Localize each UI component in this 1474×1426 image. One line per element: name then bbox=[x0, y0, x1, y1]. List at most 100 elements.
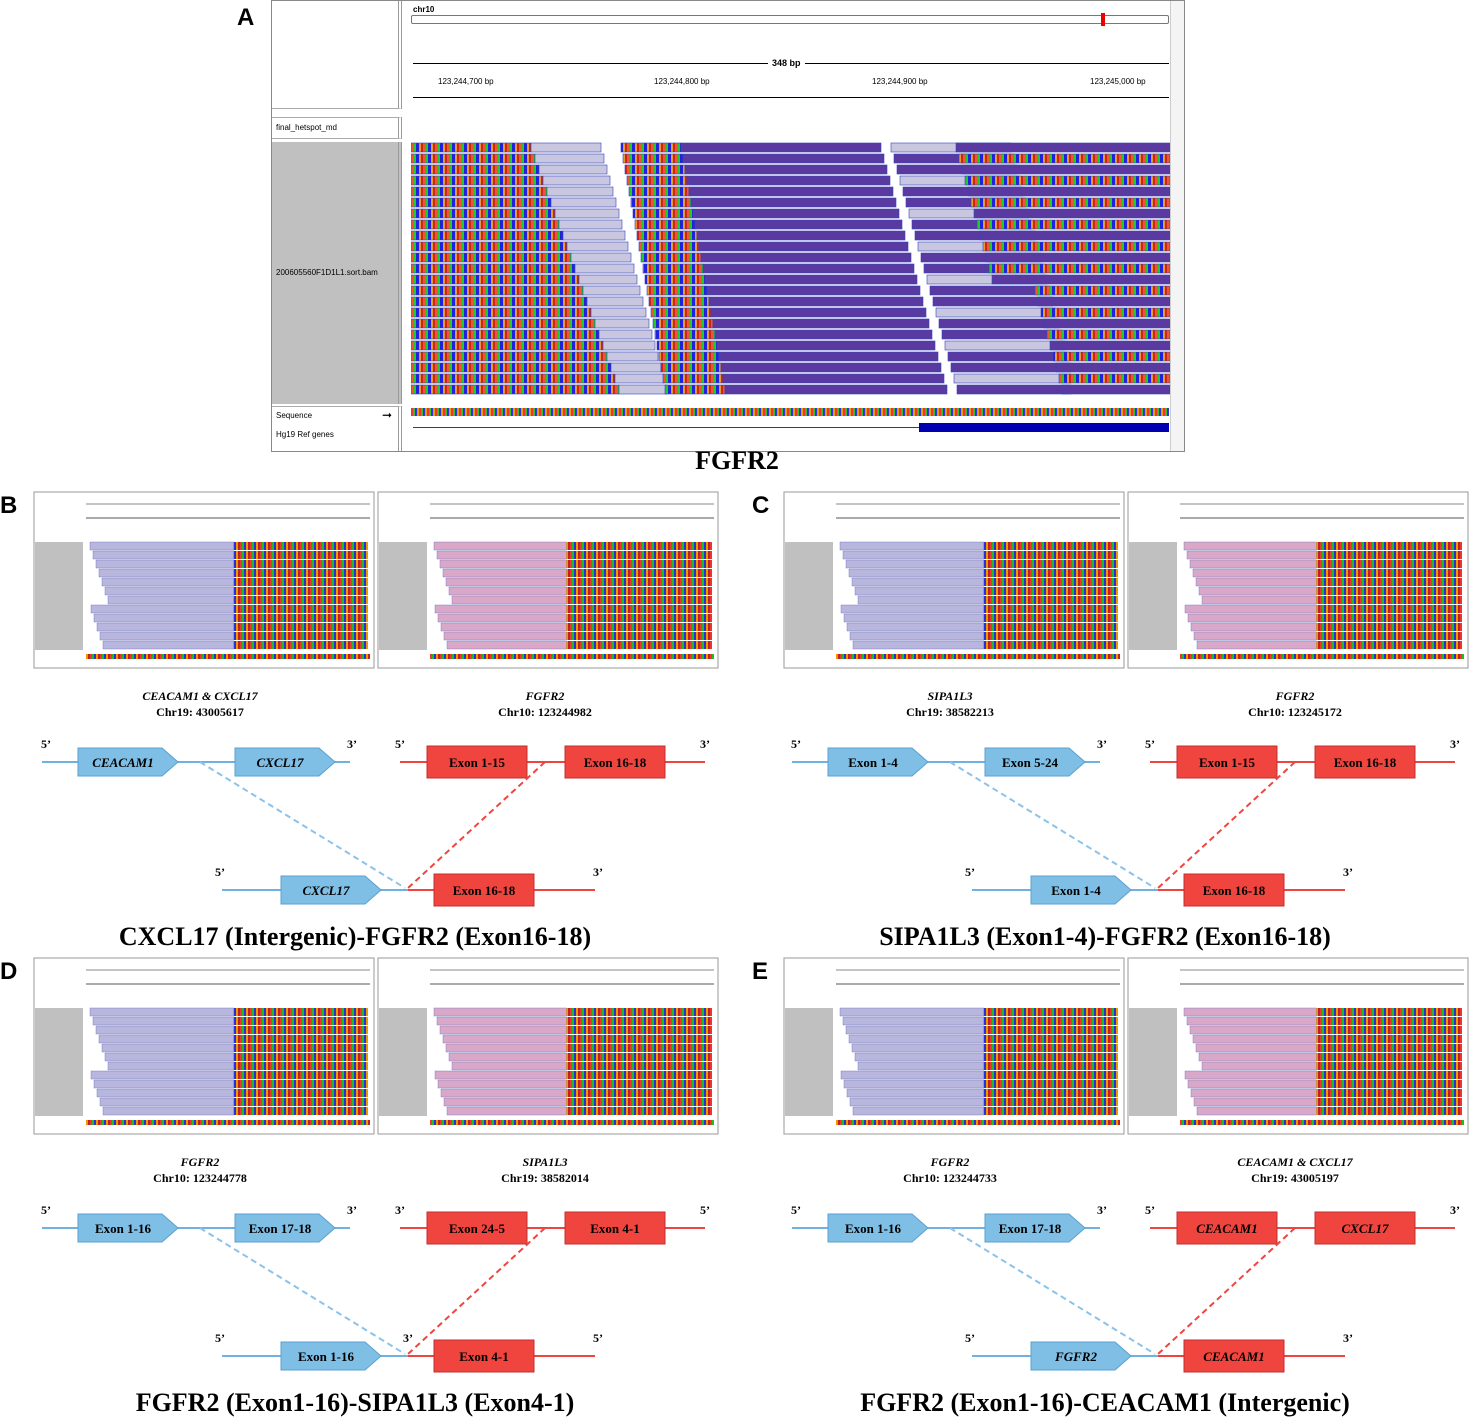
aligned-read bbox=[1058, 373, 1170, 384]
aligned-read bbox=[646, 285, 708, 296]
aligned-read bbox=[542, 175, 611, 186]
aligned-read bbox=[570, 252, 632, 263]
sequence-track bbox=[411, 408, 1169, 416]
left-gene-position: Chr19: 38582213 bbox=[906, 705, 994, 719]
aligned-read bbox=[1189, 1025, 1317, 1035]
right-gene-part-1-label: Exon 24-5 bbox=[449, 1221, 505, 1236]
aligned-read bbox=[107, 595, 234, 605]
aligned-read bbox=[98, 568, 234, 578]
aligned-read bbox=[411, 241, 568, 252]
aligned-read bbox=[843, 1079, 984, 1089]
aligned-read bbox=[411, 219, 560, 230]
softclip-read bbox=[566, 1017, 712, 1025]
right-gene-part-2-label: Exon 4-1 bbox=[590, 1221, 639, 1236]
fusion-part-1 bbox=[280, 1341, 382, 1371]
aligned-read bbox=[437, 1079, 567, 1089]
aligned-read bbox=[1187, 613, 1317, 623]
aligned-read bbox=[702, 263, 915, 274]
softclip-read bbox=[1316, 605, 1462, 613]
softclip-read bbox=[233, 1089, 368, 1097]
softclip-read bbox=[566, 641, 712, 649]
panel-d-figure: FGFR2 Chr10: 123244778 SIPA1L3 Chr19: 38582… bbox=[33, 957, 719, 1417]
aligned-read bbox=[642, 263, 704, 274]
softclip-read bbox=[1316, 1053, 1462, 1061]
aligned-read bbox=[724, 384, 948, 395]
connector-left bbox=[199, 1227, 406, 1355]
right-gene-part-2-label: CXCL17 bbox=[1342, 1221, 1389, 1236]
right-gene-end-left: 5’ bbox=[395, 737, 405, 751]
connector-left bbox=[949, 761, 1156, 889]
panel-d-label: D bbox=[0, 958, 18, 985]
left-gene-part-2-label: Exon 17-18 bbox=[999, 1221, 1062, 1236]
panel-e-figure: FGFR2 Chr10: 123244733 CEACAM1 & CXCL17 Chr… bbox=[783, 957, 1469, 1417]
right-gene-position: Chr19: 43005197 bbox=[1251, 1171, 1339, 1185]
aligned-read bbox=[99, 631, 234, 641]
aligned-read bbox=[706, 285, 921, 296]
aligned-read bbox=[638, 241, 700, 252]
softclip-read bbox=[566, 1026, 712, 1034]
left-gene-part-1-label: Exon 1-16 bbox=[845, 1221, 901, 1236]
right-gene-part-2-label: Exon 16-18 bbox=[1334, 755, 1397, 770]
aligned-read bbox=[562, 230, 626, 241]
softclip-read bbox=[983, 1098, 1118, 1106]
panel-b-label: B bbox=[0, 492, 18, 519]
left-gene-part-1 bbox=[827, 747, 929, 777]
aligned-read bbox=[1195, 1043, 1317, 1053]
aligned-read bbox=[845, 559, 984, 569]
aligned-read bbox=[632, 208, 694, 219]
left-gene-part-1 bbox=[827, 1213, 929, 1243]
softclip-read bbox=[566, 596, 712, 604]
aligned-read bbox=[846, 1088, 984, 1098]
softclip-read bbox=[1316, 542, 1462, 550]
aligned-read bbox=[1196, 1106, 1317, 1116]
aligned-read bbox=[411, 285, 584, 296]
aligned-read bbox=[680, 142, 882, 153]
aligned-read bbox=[985, 252, 1170, 263]
aligned-read bbox=[530, 142, 602, 153]
track-name-column bbox=[1129, 1008, 1177, 1116]
softclip-read bbox=[983, 1017, 1118, 1025]
fusion-part-1-label: Exon 1-4 bbox=[1051, 883, 1101, 898]
aligned-read bbox=[692, 208, 900, 219]
connector-right bbox=[407, 1227, 546, 1355]
aligned-read bbox=[849, 1097, 984, 1107]
aligned-read bbox=[440, 1088, 567, 1098]
aligned-read bbox=[93, 1079, 234, 1089]
aligned-read bbox=[660, 362, 722, 373]
aligned-read bbox=[1043, 318, 1170, 329]
softclip-read bbox=[1316, 1026, 1462, 1034]
right-gene-part-1-label: Exon 1-15 bbox=[449, 755, 505, 770]
aligned-read bbox=[411, 197, 552, 208]
softclip-read bbox=[1316, 1017, 1462, 1025]
softclip-read bbox=[1316, 587, 1462, 595]
left-gene-part-2 bbox=[984, 747, 1086, 777]
softclip-read bbox=[983, 632, 1118, 640]
aligned-read bbox=[618, 384, 668, 395]
right-gene-position: Chr10: 123244982 bbox=[498, 705, 592, 719]
scrollbar-right[interactable] bbox=[1170, 1, 1184, 451]
aligned-read bbox=[411, 362, 612, 373]
right-gene-part-1 bbox=[1176, 745, 1278, 779]
right-gene-end-left: 3’ bbox=[395, 1203, 405, 1217]
aligned-read bbox=[446, 640, 567, 650]
fusion-end-right: 5’ bbox=[593, 1331, 603, 1345]
panel-title: SIPA1L3 (Exon1-4)-FGFR2 (Exon16-18) bbox=[879, 922, 1331, 951]
fusion-end-left: 5’ bbox=[965, 865, 975, 879]
aligned-read bbox=[662, 373, 724, 384]
aligned-read bbox=[98, 1034, 234, 1044]
softclip-read bbox=[1316, 614, 1462, 622]
softclip-read bbox=[983, 1035, 1118, 1043]
fusion-end-left: 5’ bbox=[215, 1331, 225, 1345]
softclip-read bbox=[1316, 1035, 1462, 1043]
softclip-read bbox=[1316, 560, 1462, 568]
track-name-column bbox=[785, 542, 833, 650]
aligned-read bbox=[654, 329, 716, 340]
aligned-read bbox=[1190, 622, 1317, 632]
track-name-sequence: Sequence Hg19 Ref genes ➞ bbox=[272, 406, 402, 451]
right-gene-name: SIPA1L3 bbox=[522, 1155, 567, 1169]
aligned-read bbox=[852, 1106, 984, 1116]
aligned-read bbox=[620, 142, 682, 153]
aligned-read bbox=[445, 1043, 567, 1053]
aligned-read bbox=[839, 541, 984, 551]
aligned-read bbox=[606, 351, 659, 362]
